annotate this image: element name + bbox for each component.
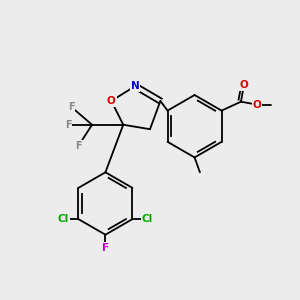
- Text: Cl: Cl: [142, 214, 153, 224]
- Text: O: O: [239, 80, 248, 90]
- Text: F: F: [68, 102, 74, 112]
- Text: F: F: [102, 243, 109, 253]
- Text: N: N: [131, 81, 140, 91]
- Text: Cl: Cl: [58, 214, 69, 224]
- Text: O: O: [253, 100, 262, 110]
- Text: F: F: [75, 140, 82, 151]
- Text: O: O: [107, 96, 116, 106]
- Text: F: F: [65, 120, 72, 130]
